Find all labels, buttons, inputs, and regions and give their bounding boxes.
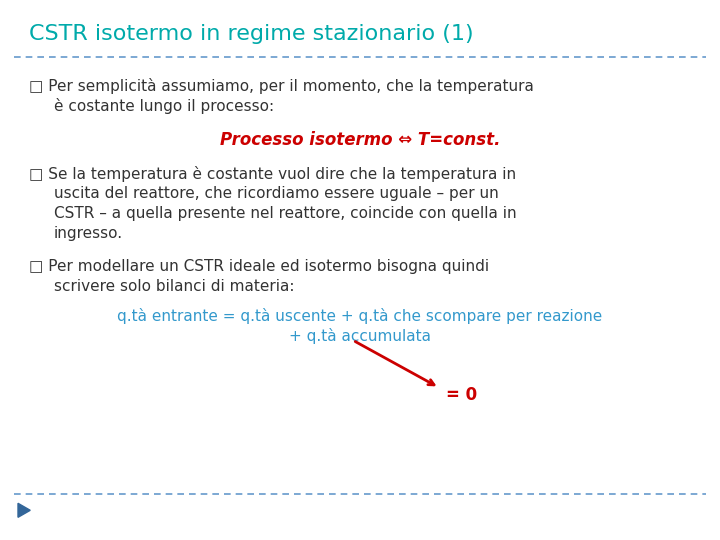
Text: q.tà entrante = q.tà uscente + q.tà che scompare per reazione: q.tà entrante = q.tà uscente + q.tà che …	[117, 308, 603, 324]
Text: scrivere solo bilanci di materia:: scrivere solo bilanci di materia:	[54, 279, 294, 294]
Text: ingresso.: ingresso.	[54, 226, 123, 241]
Polygon shape	[18, 503, 30, 517]
Text: CSTR – a quella presente nel reattore, coincide con quella in: CSTR – a quella presente nel reattore, c…	[54, 206, 517, 221]
Text: □ Per modellare un CSTR ideale ed isotermo bisogna quindi: □ Per modellare un CSTR ideale ed isoter…	[29, 259, 489, 274]
Text: uscita del reattore, che ricordiamo essere uguale – per un: uscita del reattore, che ricordiamo esse…	[54, 186, 499, 201]
Text: □ Per semplicità assumiamo, per il momento, che la temperatura: □ Per semplicità assumiamo, per il momen…	[29, 78, 534, 94]
Text: + q.tà accumulata: + q.tà accumulata	[289, 328, 431, 344]
Text: = 0: = 0	[446, 386, 477, 404]
Text: è costante lungo il processo:: è costante lungo il processo:	[54, 98, 274, 114]
Text: CSTR isotermo in regime stazionario (1): CSTR isotermo in regime stazionario (1)	[29, 24, 474, 44]
Text: □ Se la temperatura è costante vuol dire che la temperatura in: □ Se la temperatura è costante vuol dire…	[29, 166, 516, 183]
Text: Processo isotermo ⇔ T=const.: Processo isotermo ⇔ T=const.	[220, 131, 500, 149]
